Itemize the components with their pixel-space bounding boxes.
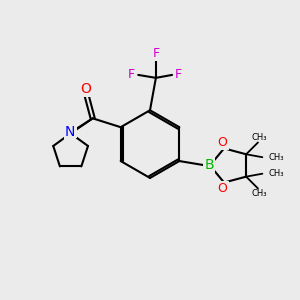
Text: O: O — [218, 182, 227, 195]
Text: F: F — [152, 47, 160, 60]
Text: F: F — [175, 68, 182, 81]
Text: CH₃: CH₃ — [269, 169, 284, 178]
Text: CH₃: CH₃ — [252, 133, 267, 142]
Text: N: N — [65, 123, 76, 137]
Text: O: O — [80, 82, 91, 96]
Text: N: N — [65, 125, 75, 139]
Text: F: F — [128, 68, 135, 81]
Text: O: O — [218, 136, 227, 149]
Text: CH₃: CH₃ — [252, 189, 267, 198]
Text: B: B — [205, 158, 214, 172]
Text: CH₃: CH₃ — [269, 153, 284, 162]
